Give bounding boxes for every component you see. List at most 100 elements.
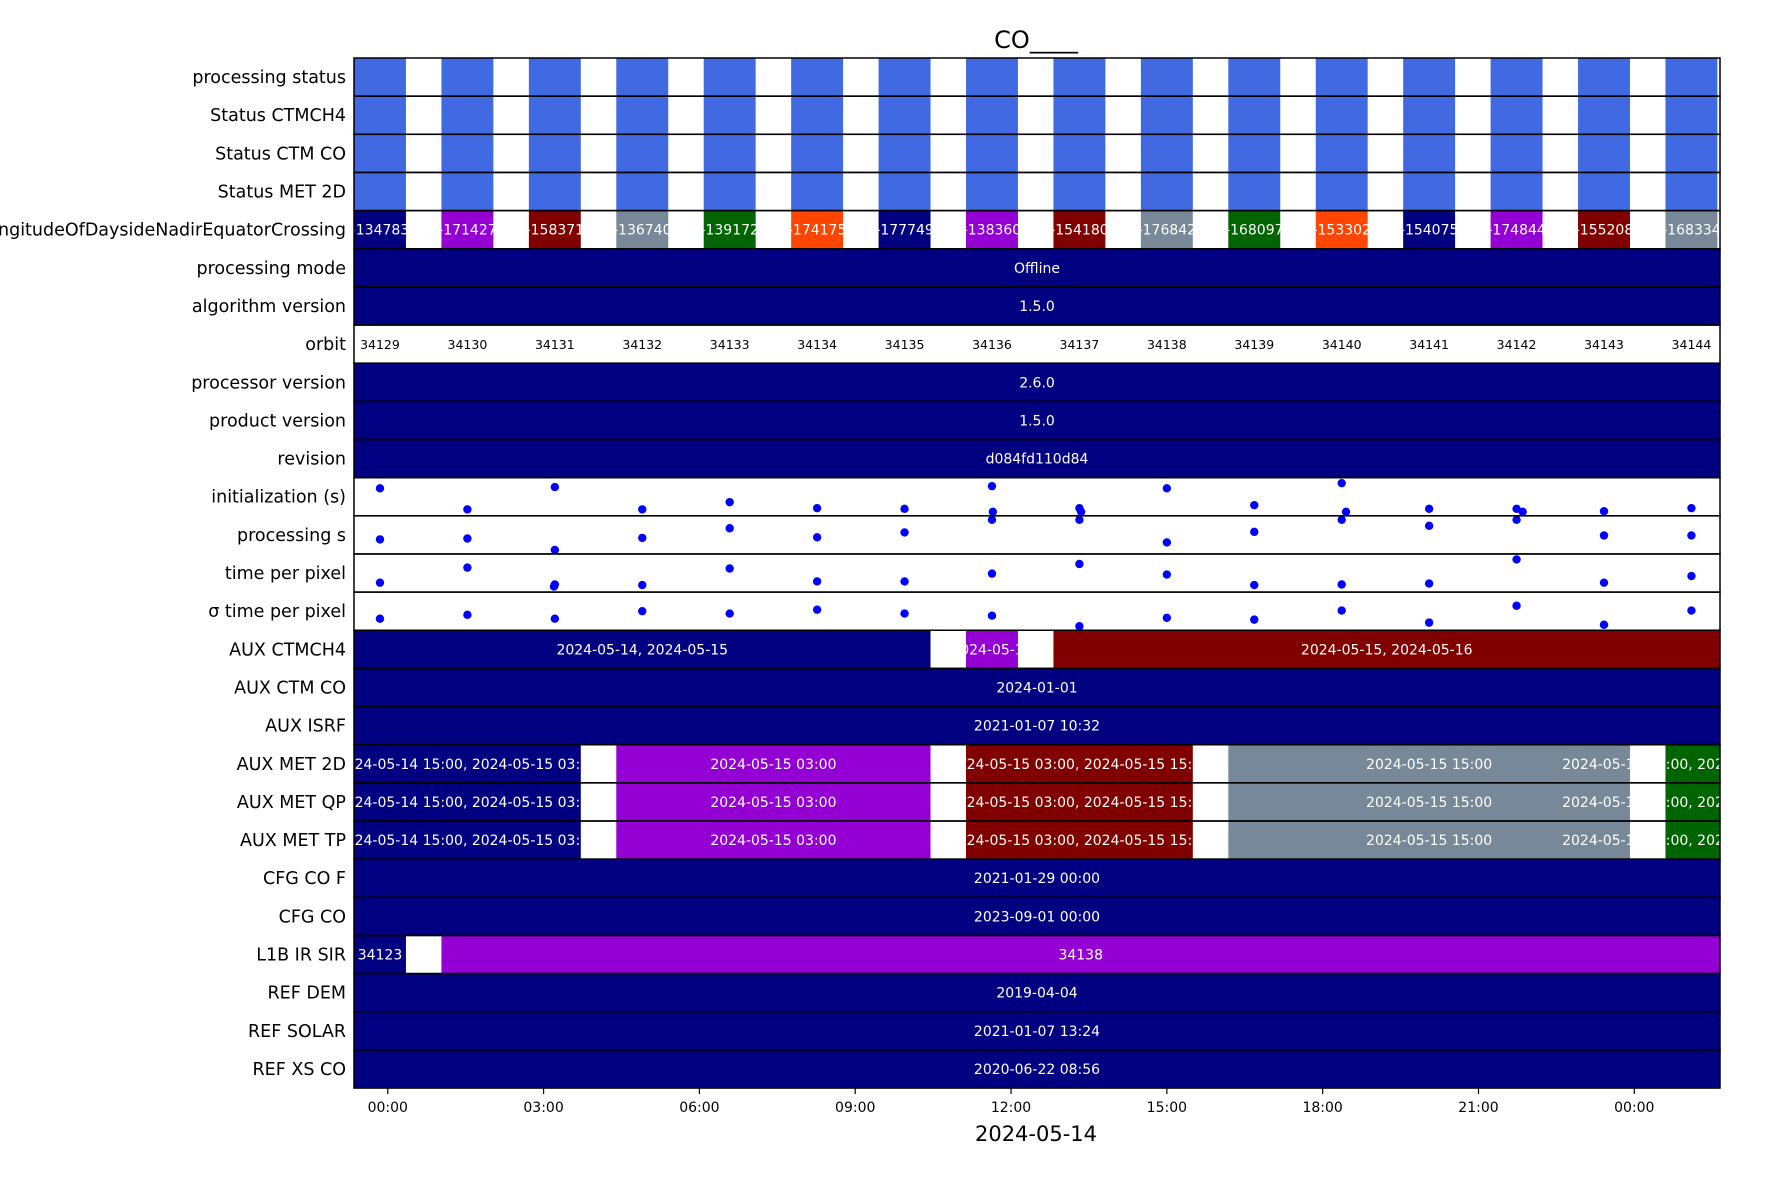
data-point [812, 503, 822, 513]
span-bar [354, 286, 1720, 326]
data-point [725, 524, 734, 533]
data-point [1687, 531, 1696, 540]
span-bar [1665, 782, 1720, 821]
granule-bar [528, 210, 581, 249]
orbit-label: 34132 [622, 337, 662, 352]
row-label: product version [209, 411, 346, 431]
data-point [900, 609, 909, 618]
data-point [1337, 478, 1346, 488]
granule-bar [1140, 134, 1193, 173]
orbit-label: 34133 [710, 337, 750, 352]
row-label: CFG CO F [263, 869, 346, 889]
granule-bar [354, 134, 406, 173]
data-point [1076, 507, 1086, 516]
orbit-label: 34135 [885, 337, 925, 352]
granule-label: -171427 [438, 223, 497, 239]
data-point [1162, 538, 1172, 547]
span-label: 2021-01-07 10:32 [974, 719, 1100, 735]
granule-bar [528, 134, 581, 173]
granule-label: -174175 [788, 223, 847, 239]
span-bar [354, 248, 1720, 287]
granule-bar [1665, 210, 1718, 249]
span-label: 2019-04-04 [996, 986, 1077, 1002]
span-label: 1.5.0 [1019, 413, 1055, 429]
granule-bar [791, 134, 844, 173]
span-label: 2024-05-15 [951, 642, 1032, 658]
row-label: Status MET 2D [218, 183, 346, 203]
granule-bar [1315, 210, 1368, 249]
data-point [1337, 580, 1346, 589]
granule-bar [1490, 134, 1543, 173]
span-label: d084fd110d84 [986, 452, 1089, 468]
span-bar [966, 821, 1193, 860]
x-tick-label: 18:00 [1302, 1100, 1342, 1116]
granule-bar [1578, 210, 1630, 249]
granule-bar [1403, 210, 1456, 249]
span-bar [354, 668, 1720, 707]
data-point [1512, 601, 1521, 610]
orbit-label: 34144 [1672, 337, 1712, 352]
granule-label: -168334 [1662, 223, 1721, 239]
granule-label: -174844 [1487, 223, 1546, 239]
data-point [1162, 613, 1172, 623]
granule-bar [441, 134, 494, 173]
granule-bar [354, 96, 406, 135]
data-point [987, 515, 997, 524]
data-point [463, 505, 472, 514]
granule-bar [1228, 96, 1281, 135]
granule-bar [966, 172, 1018, 211]
data-point [725, 609, 734, 618]
granule-bar [703, 172, 756, 211]
granule-bar [878, 58, 931, 97]
x-tick-label: 03:00 [523, 1100, 563, 1116]
row-label: REF DEM [268, 984, 346, 1004]
granule-bar [528, 96, 581, 135]
span-label: 34138 [1058, 948, 1103, 964]
row-label: Status CTMCH4 [210, 106, 346, 126]
granule-bar [791, 210, 844, 249]
data-point [550, 482, 560, 492]
granule-bar [966, 134, 1018, 173]
span-bar [354, 782, 581, 821]
span-bar [354, 401, 1720, 440]
data-point [1518, 507, 1527, 516]
orbit-label: 34134 [797, 337, 837, 352]
data-point [1337, 606, 1346, 615]
granule-label: -154075 [1400, 223, 1459, 239]
span-bar [354, 1011, 1720, 1050]
row-label: revision [277, 450, 346, 470]
span-label: 2024-05-15 03:00, 2024-05-15 15:00 [949, 757, 1210, 773]
data-point [725, 564, 734, 573]
data-point [1075, 515, 1084, 524]
data-point [1162, 484, 1172, 493]
granule-bar [616, 96, 669, 135]
granule-bar [1315, 172, 1368, 211]
granule-bar [791, 172, 844, 211]
span-bar [616, 821, 931, 860]
granule-bar [1228, 172, 1281, 211]
orbit-label: 34131 [535, 337, 575, 352]
granule-bar [1490, 172, 1543, 211]
span-bar [1228, 821, 1630, 860]
span-bar [1053, 630, 1720, 669]
span-bar [354, 630, 931, 669]
span-bar [616, 744, 931, 783]
data-point [1162, 570, 1172, 579]
span-label: 2024-05-14 15:00, 2024-05-15 03:00 [337, 795, 598, 811]
data-point [1337, 515, 1346, 524]
data-point [1250, 580, 1259, 590]
orbit-label: 34138 [1147, 337, 1187, 352]
data-point [375, 578, 385, 587]
data-point [900, 528, 909, 537]
orbit-label: 34141 [1409, 337, 1449, 352]
granule-bar [1053, 210, 1106, 249]
row-label: L1B IR SIR [256, 946, 346, 966]
span-label: Offline [1014, 261, 1060, 277]
data-point [900, 504, 909, 513]
data-point [1250, 615, 1259, 624]
orbit-label: 34142 [1497, 337, 1537, 352]
granule-bar [791, 96, 844, 135]
x-tick-label: 09:00 [835, 1100, 875, 1116]
data-point [812, 577, 822, 586]
